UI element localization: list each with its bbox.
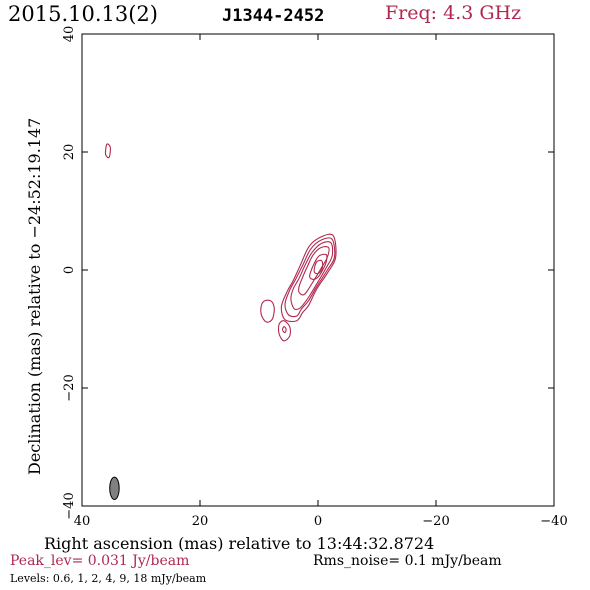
x-tick-label: −20 (422, 514, 449, 529)
rms-noise: Rms_noise= 0.1 mJy/beam (313, 553, 502, 569)
contour-levels: Levels: 0.6, 1, 2, 4, 9, 18 mJy/beam (10, 572, 207, 585)
y-tick-label: 0 (62, 266, 77, 274)
contour-line-core (309, 253, 328, 280)
contour-line-knot (260, 299, 275, 323)
contour-line-knot (282, 326, 287, 334)
contour-line-core (290, 241, 334, 311)
contour-line-core (313, 259, 324, 275)
contour-line-knot (277, 320, 291, 342)
frequency-label: Freq: 4.3 GHz (385, 2, 522, 24)
y-tick-label: 20 (62, 144, 77, 161)
x-tick-label: 20 (192, 514, 209, 529)
x-tick-label: 40 (74, 514, 91, 529)
contour-line-knot (104, 143, 111, 159)
y-tick-label: −20 (62, 374, 77, 401)
contour-line-core (280, 233, 337, 323)
peak-level: Peak_lev= 0.031 Jy/beam (10, 553, 190, 569)
source-name: J1344-2452 (222, 6, 325, 26)
plot-frame (81, 33, 555, 507)
x-axis-label: Right ascension (mas) relative to 13:44:… (44, 534, 434, 553)
observation-date: 2015.10.13(2) (8, 2, 158, 26)
beam-ellipse (109, 476, 120, 501)
contour-line-core (298, 246, 330, 296)
y-axis-label: Declination (mas) relative to −24:52:19.… (25, 118, 44, 475)
x-tick-label: −40 (540, 514, 567, 529)
x-tick-label: 0 (314, 514, 322, 529)
y-tick-label: −40 (62, 492, 77, 519)
y-tick-label: 40 (62, 26, 77, 43)
contour-line-core (284, 237, 336, 318)
